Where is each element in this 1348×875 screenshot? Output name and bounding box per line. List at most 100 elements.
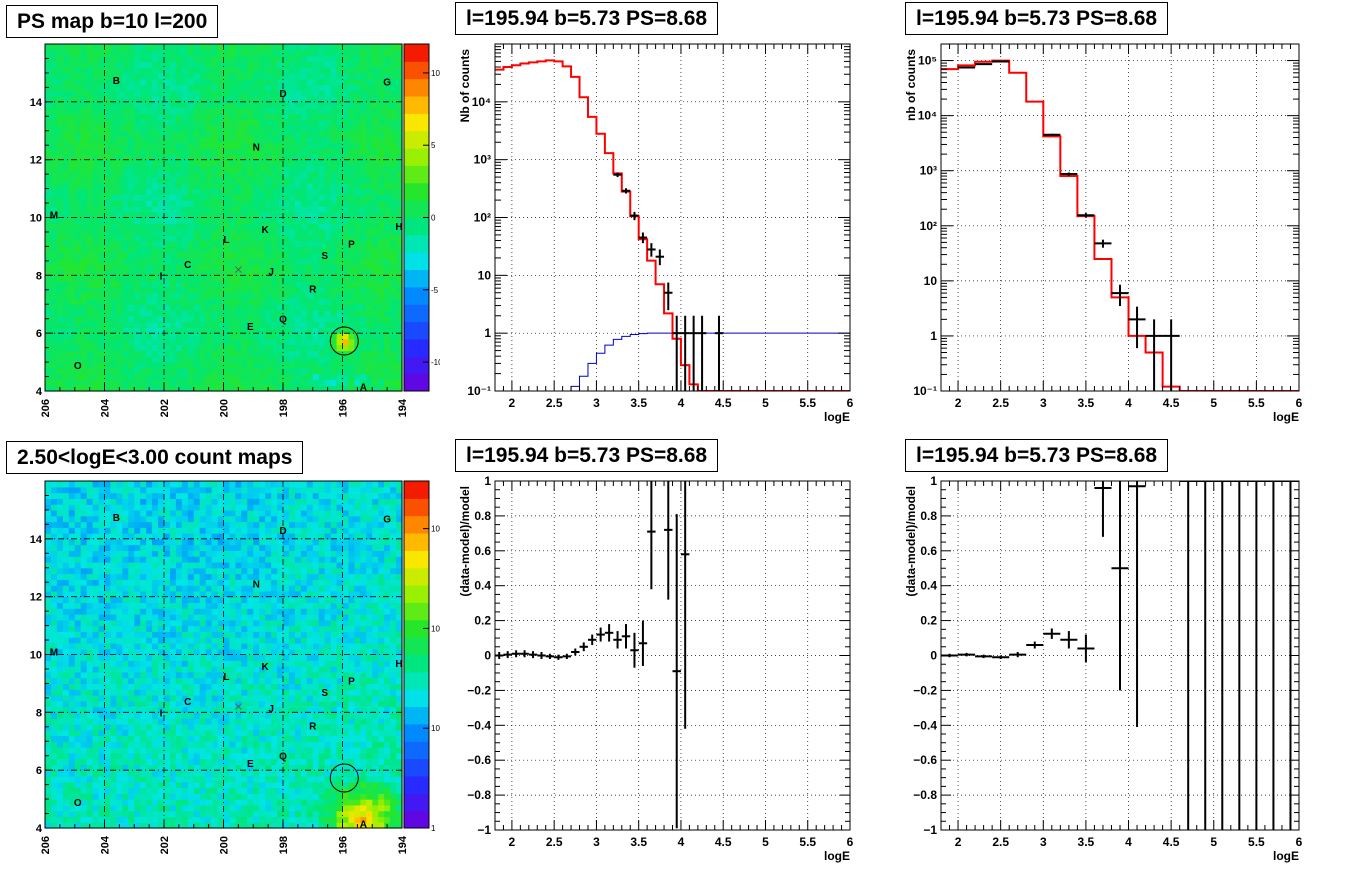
heatmap-cells [45, 44, 403, 392]
x-tick-label: 2 [955, 396, 962, 410]
source-label: K [262, 662, 270, 673]
data-points [495, 481, 690, 829]
source-label: S [321, 251, 328, 262]
plot-frame [940, 43, 1300, 392]
map-ytick-label: 12 [30, 592, 42, 604]
residual-fine-title: l=195.94 b=5.73 PS=8.68 [455, 439, 719, 472]
source-label: P [348, 677, 355, 688]
data-point [520, 650, 529, 658]
plot-area [941, 481, 1299, 830]
map-xtick-label: 196 [338, 836, 350, 854]
source-label: K [262, 225, 270, 236]
map-xtick-label: 206 [40, 836, 52, 854]
map-xtick-label: 200 [219, 399, 231, 417]
color-bar-label: 10 [431, 724, 440, 733]
data-point [596, 627, 605, 642]
data-point [545, 653, 555, 659]
y-tick-label: −1 [477, 823, 491, 837]
data-point [1111, 284, 1129, 306]
map-xtick-label: 200 [219, 836, 231, 854]
model-line [495, 59, 850, 391]
y-tick-label: 10⁴ [472, 95, 491, 109]
data-point [638, 232, 648, 244]
source-label: Q [279, 315, 287, 326]
map-ytick-label: 8 [36, 707, 42, 719]
x-tick-label: 2.5 [992, 835, 1009, 849]
y-tick-label: −0.4 [467, 718, 491, 732]
y-tick-label: 10³ [920, 164, 937, 178]
source-label: L [223, 235, 229, 246]
data-point [1043, 628, 1061, 639]
map-xtick-label: 198 [278, 399, 290, 417]
source-label: Q [279, 752, 287, 763]
map-ytick-label: 6 [36, 765, 42, 777]
data-point [630, 211, 639, 221]
data-point [1111, 481, 1129, 691]
map-xtick-label: 194 [397, 398, 409, 417]
y-tick-label: 10³ [474, 153, 491, 167]
data-point [672, 514, 681, 829]
plot-grid [941, 44, 1300, 392]
source-label: R [309, 284, 317, 295]
color-bar-label: 10² [431, 624, 440, 633]
x-tick-label: 3 [593, 396, 600, 410]
data-point [714, 315, 724, 391]
ps-map-panel: 206 204 202 200 198 196 194 4 6 8 10 12 14 A B C D E G H I J K… [30, 43, 440, 417]
y-tick-label: −0.8 [913, 788, 937, 802]
map-xtick-label: 202 [159, 836, 171, 854]
x-tick-label: 3 [1040, 835, 1047, 849]
x-tick-label: 2.5 [992, 396, 1009, 410]
residual-coarse-title: l=195.94 b=5.73 PS=8.68 [905, 439, 1169, 472]
data-point [1043, 133, 1061, 136]
data-point [975, 63, 993, 66]
y-tick-label: 0 [484, 649, 491, 663]
source-label: R [309, 721, 317, 732]
x-tick-label: 2 [509, 396, 516, 410]
y-tick-label: 0 [930, 649, 937, 663]
source-label: B [113, 76, 120, 87]
source-circle [329, 763, 359, 793]
data-point [1247, 481, 1265, 830]
map-xtick-label: 204 [100, 398, 112, 417]
x-axis-label: logE [824, 410, 850, 424]
color-bar-label: 10³ [431, 525, 440, 534]
data-point [1145, 319, 1163, 391]
plot-area [495, 59, 850, 391]
x-tick-label: 4.5 [1163, 396, 1180, 410]
x-tick-label: 6 [847, 396, 854, 410]
data-point [1009, 652, 1027, 658]
data-point [992, 655, 1010, 659]
data-point [1060, 172, 1078, 176]
data-point [1026, 641, 1044, 649]
y-tick-label: −0.2 [913, 683, 937, 697]
source-label: E [247, 759, 254, 770]
source-label: O [74, 361, 82, 372]
map-ytick-label: 14 [30, 97, 43, 109]
data-point [1179, 481, 1197, 830]
y-axis-label: nb of counts [904, 49, 918, 121]
x-tick-label: 3.5 [630, 835, 647, 849]
x-tick-label: 4.5 [715, 835, 732, 849]
source-label: H [395, 659, 402, 670]
data-points [958, 60, 1180, 391]
x-tick-label: 4.5 [715, 396, 732, 410]
x-tick-label: 3.5 [1078, 396, 1095, 410]
map-ytick-label: 4 [36, 386, 43, 398]
source-label: E [247, 322, 254, 333]
map-ytick-label: 10 [30, 650, 42, 662]
data-point [672, 315, 681, 391]
map-ytick-label: 8 [36, 270, 42, 282]
source-label: C [184, 697, 191, 708]
data-point [664, 282, 673, 311]
data-point [1094, 239, 1112, 248]
x-axis-label: logE [1273, 849, 1299, 863]
x-tick-label: 4 [678, 396, 685, 410]
source-label: O [74, 798, 82, 809]
data-point [647, 243, 656, 257]
spectrum-coarse-title: l=195.94 b=5.73 PS=8.68 [905, 2, 1169, 35]
map-grid [45, 481, 402, 828]
x-tick-label: 4 [1125, 396, 1132, 410]
data-point [638, 620, 648, 666]
heatmap-cells [45, 481, 403, 829]
data-point [1128, 306, 1146, 349]
